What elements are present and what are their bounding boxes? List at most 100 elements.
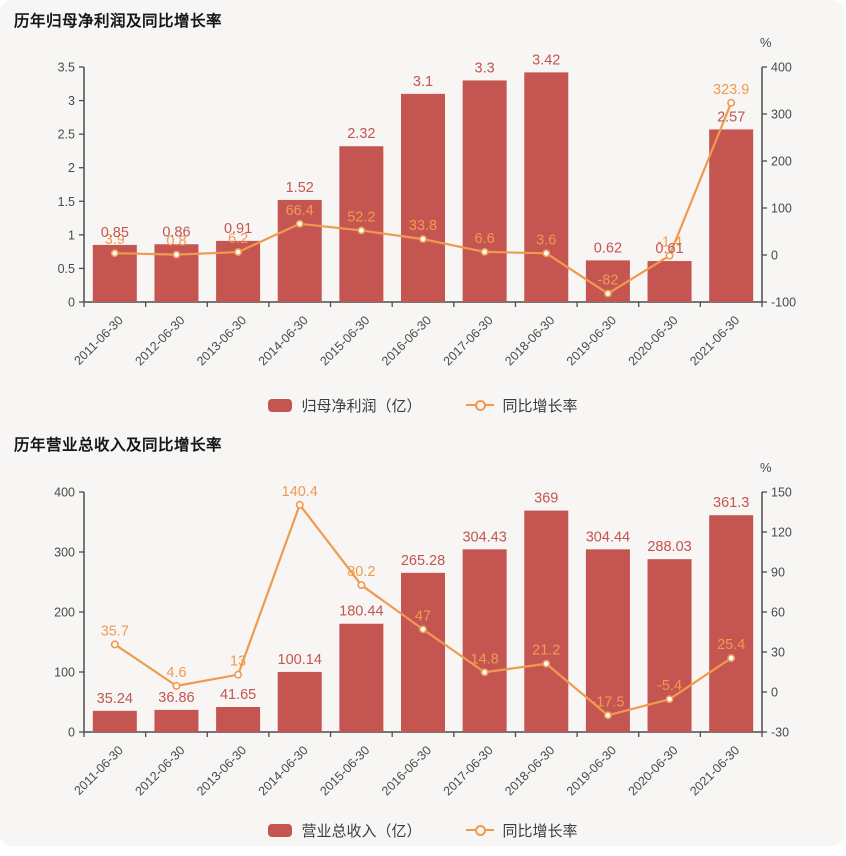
x-category-label: 2011-06-30 <box>71 313 125 367</box>
line-point <box>234 670 243 679</box>
revenue-chart-title: 历年营业总收入及同比增长率 <box>14 437 223 454</box>
line-point <box>727 654 736 663</box>
legend-label: 归母净利润（亿） <box>301 397 422 415</box>
line-value-label: 6.6 <box>475 231 495 247</box>
x-category-label: 2016-06-30 <box>379 743 434 798</box>
right-tick-label: 60 <box>771 606 785 620</box>
x-category-label: 2014-06-30 <box>256 313 311 368</box>
bar-value-label: 2.32 <box>347 126 375 142</box>
left-tick-label: 0.5 <box>58 262 75 276</box>
right-axis-unit-label: % <box>760 460 772 475</box>
bar <box>524 510 569 732</box>
left-tick-label: 2 <box>68 161 75 175</box>
x-category-label: 2011-06-30 <box>71 743 125 797</box>
line-value-label: 66.4 <box>286 203 314 219</box>
net-profit-chart-title: 历年归母净利润及同比增长率 <box>14 13 223 30</box>
x-category-label: 2014-06-30 <box>256 743 311 798</box>
line-point <box>542 249 551 258</box>
x-category-label: 2018-06-30 <box>502 313 557 368</box>
legend-item-net-profit[interactable]: 归母净利润（亿） <box>268 395 422 416</box>
line-point <box>727 98 736 107</box>
legend-item-growth-rate[interactable]: 同比增长率 <box>465 820 578 841</box>
right-tick-label: 200 <box>771 155 792 169</box>
bar-swatch-icon <box>268 823 293 837</box>
bar-value-label: 0.85 <box>101 225 129 241</box>
net-profit-legend: 归母净利润（亿） 同比增长率 <box>0 392 846 418</box>
line-value-label: 6.2 <box>228 231 248 247</box>
line-point <box>295 500 304 509</box>
bar <box>709 129 754 302</box>
line-value-label: 13 <box>230 654 246 670</box>
right-tick-label: -100 <box>771 296 796 310</box>
x-category-label: 2013-06-30 <box>194 313 249 368</box>
line-point <box>542 659 551 668</box>
line-value-label: 140.4 <box>282 484 318 500</box>
left-tick-label: 1.5 <box>58 195 75 209</box>
x-category-label: 2019-06-30 <box>564 743 619 798</box>
legend-label: 同比增长率 <box>502 822 578 840</box>
line-point <box>480 247 489 256</box>
line-value-label: -5.4 <box>657 678 682 694</box>
right-tick-label: 90 <box>771 566 785 580</box>
line-marker-icon <box>465 399 494 412</box>
line-value-label: 3.6 <box>536 232 556 248</box>
bar <box>647 261 692 302</box>
left-tick-label: 2.5 <box>58 128 75 142</box>
line-point <box>110 249 119 258</box>
line-point <box>172 250 181 259</box>
line-point <box>418 235 427 244</box>
x-category-label: 2012-06-30 <box>132 313 187 368</box>
bar-value-label: 41.65 <box>220 687 256 703</box>
bar-value-label: 0.62 <box>594 240 622 256</box>
bar <box>154 709 199 732</box>
line-value-label: 14.8 <box>471 651 499 667</box>
x-category-label: 2021-06-30 <box>687 313 742 368</box>
x-category-label: 2017-06-30 <box>441 743 496 798</box>
bar-value-label: 288.03 <box>647 539 691 555</box>
left-tick-label: 3 <box>68 94 75 108</box>
line-point <box>357 226 366 235</box>
bar <box>216 707 261 732</box>
line-value-label: 47 <box>415 608 431 624</box>
bar-value-label: 0.91 <box>224 221 252 237</box>
line-point <box>295 219 304 228</box>
legend-item-revenue[interactable]: 营业总收入（亿） <box>268 820 422 841</box>
right-axis-unit-label: % <box>760 35 772 50</box>
line-point <box>110 640 119 649</box>
right-tick-label: 300 <box>771 108 792 122</box>
bar <box>92 710 137 732</box>
bar <box>277 671 322 732</box>
x-category-label: 2020-06-30 <box>626 313 681 368</box>
line-point <box>234 248 243 257</box>
bar <box>709 515 754 732</box>
bar-value-label: 180.44 <box>339 604 383 620</box>
line-value-label: 4.6 <box>166 665 186 681</box>
line-point <box>665 251 674 260</box>
bar-value-label: 0.86 <box>162 224 190 240</box>
x-category-label: 2020-06-30 <box>626 743 681 798</box>
left-tick-label: 100 <box>54 666 75 680</box>
line-point <box>603 711 612 720</box>
right-tick-label: 30 <box>771 646 785 660</box>
left-tick-label: 0 <box>68 726 75 740</box>
left-tick-label: 0 <box>68 296 75 310</box>
line-value-label: 3.9 <box>105 232 125 248</box>
bar <box>462 80 507 302</box>
bar-value-label: 265.28 <box>401 553 445 569</box>
bar <box>401 572 445 732</box>
line-value-label: 80.2 <box>347 564 375 580</box>
bar <box>339 623 384 732</box>
line-marker-icon <box>465 824 494 837</box>
bar <box>401 93 445 302</box>
bar-value-label: 3.3 <box>475 60 495 76</box>
line-point <box>480 668 489 677</box>
left-tick-label: 1 <box>68 228 75 242</box>
legend-item-growth-rate[interactable]: 同比增长率 <box>465 395 578 416</box>
left-tick-label: 3.5 <box>58 61 75 75</box>
x-category-label: 2016-06-30 <box>379 313 434 368</box>
line-point <box>418 625 427 634</box>
bar-value-label: 304.44 <box>586 529 630 545</box>
line-value-label: 323.9 <box>713 82 749 98</box>
line-point <box>357 581 366 590</box>
line-value-label: -17.5 <box>591 694 624 710</box>
